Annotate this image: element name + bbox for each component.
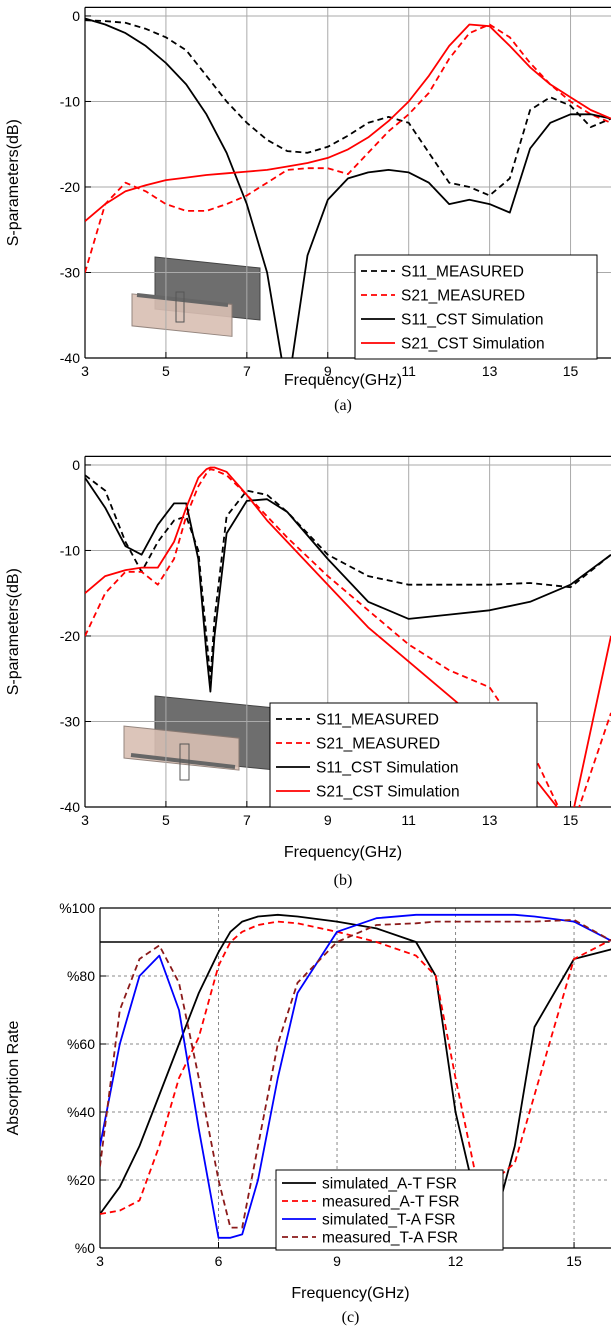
y-tick-label: -40 — [60, 350, 80, 366]
legend-label: S11_CST Simulation — [401, 312, 543, 329]
x-tick-label: 13 — [482, 812, 498, 828]
caption: (c) — [342, 1309, 360, 1326]
x-tick-label: 3 — [96, 1253, 104, 1269]
y-tick-label: %100 — [59, 900, 95, 916]
x-axis-label: Frequency(GHz) — [284, 372, 402, 389]
y-tick-label: -30 — [60, 264, 80, 280]
x-tick-label: 11 — [401, 363, 416, 379]
legend-label: S21_MEASURED — [401, 288, 525, 305]
series-line — [85, 475, 611, 679]
legend-label: S11_MEASURED — [401, 264, 524, 281]
legend-label: simulated_A-T FSR — [322, 1176, 457, 1193]
y-axis-label: S-parameters(dB) — [5, 568, 22, 695]
y-tick-label: 0 — [72, 457, 80, 473]
x-tick-label: 3 — [81, 812, 89, 828]
caption: (b) — [334, 872, 353, 889]
y-tick-label: -10 — [60, 93, 80, 109]
x-tick-label: 15 — [563, 812, 579, 828]
y-tick-label: %60 — [67, 1036, 95, 1052]
x-tick-label: 12 — [448, 1253, 464, 1269]
inset-b — [124, 696, 275, 780]
series-line — [85, 25, 611, 222]
x-tick-label: 5 — [162, 363, 170, 379]
x-axis-label: Frequency(GHz) — [291, 1285, 409, 1302]
x-tick-label: 6 — [215, 1253, 223, 1269]
legend-label: S21_MEASURED — [316, 736, 440, 753]
y-tick-label: 0 — [72, 8, 80, 24]
legend-label: S11_MEASURED — [316, 712, 439, 729]
series-line — [85, 20, 611, 195]
x-axis-label: Frequency(GHz) — [284, 844, 402, 861]
legend-label: S21_CST Simulation — [401, 336, 545, 353]
caption: (a) — [334, 397, 352, 414]
y-tick-label: -20 — [60, 179, 80, 195]
y-tick-label: %0 — [75, 1240, 95, 1256]
y-tick-label: -20 — [60, 628, 80, 644]
x-tick-label: 7 — [243, 363, 251, 379]
page: {"chart_data":[ {"type":"line","caption"… — [0, 0, 611, 1335]
x-tick-label: 13 — [482, 363, 498, 379]
x-tick-label: 9 — [324, 812, 332, 828]
y-tick-label: -30 — [60, 713, 80, 729]
y-tick-label: %80 — [67, 968, 95, 984]
legend-label: simulated_T-A FSR — [322, 1212, 456, 1229]
y-tick-label: %40 — [67, 1104, 95, 1120]
x-tick-label: 3 — [81, 363, 89, 379]
y-tick-label: %20 — [67, 1172, 95, 1188]
y-tick-label: -10 — [60, 542, 80, 558]
legend-label: S11_CST Simulation — [316, 760, 458, 777]
series-line — [85, 478, 611, 692]
figure: -40 -30 -20 -10 0 3 5 7 9 11 13 15 S11_MEASURED S21_M… — [0, 0, 611, 1335]
x-tick-label: 15 — [563, 363, 579, 379]
legend-label: measured_A-T FSR — [322, 1194, 460, 1211]
x-tick-label: 11 — [401, 812, 416, 828]
x-tick-label: 5 — [162, 812, 170, 828]
legend-label: S21_CST Simulation — [316, 784, 460, 801]
legend-label: measured_T-A FSR — [322, 1230, 458, 1247]
x-tick-label: 15 — [566, 1253, 582, 1269]
y-axis-label: Absorption Rate — [5, 1021, 22, 1136]
x-tick-label: 9 — [333, 1253, 341, 1269]
inset-a — [132, 257, 260, 336]
y-tick-label: -40 — [60, 799, 80, 815]
x-tick-label: 7 — [243, 812, 251, 828]
y-axis-label: S-parameters(dB) — [5, 119, 22, 246]
